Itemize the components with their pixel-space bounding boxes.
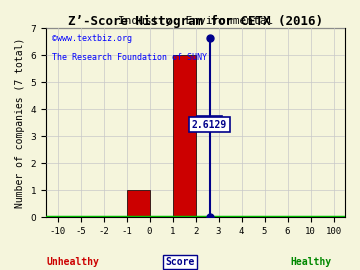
Text: Healthy: Healthy [290, 257, 331, 267]
Text: The Research Foundation of SUNY: The Research Foundation of SUNY [52, 53, 207, 62]
Text: ©www.textbiz.org: ©www.textbiz.org [52, 34, 132, 43]
Bar [172, 55, 195, 217]
Y-axis label: Number of companies (7 total): Number of companies (7 total) [15, 38, 25, 208]
Text: Score: Score [165, 257, 195, 267]
Text: Unhealthy: Unhealthy [47, 257, 100, 267]
Title: Z’-Score Histogram for CETX (2016): Z’-Score Histogram for CETX (2016) [68, 15, 323, 28]
Text: Industry: Environmental: Industry: Environmental [118, 16, 273, 26]
Text: 2.6129: 2.6129 [192, 120, 227, 130]
Bar [126, 190, 149, 217]
